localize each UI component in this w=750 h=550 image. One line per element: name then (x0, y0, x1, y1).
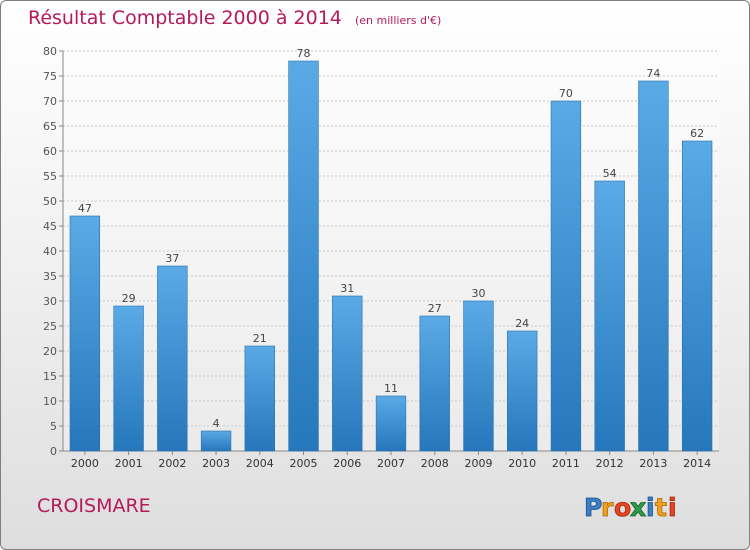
bar-value-label: 54 (603, 167, 617, 180)
bar-value-label: 21 (253, 332, 267, 345)
x-tick-label: 2009 (464, 457, 492, 470)
y-tick-label: 30 (43, 295, 57, 308)
y-tick-label: 0 (50, 445, 57, 458)
chart-title-text: Résultat Comptable 2000 à 2014 (28, 7, 342, 29)
bar-2002 (157, 265, 188, 452)
bar-2007 (375, 395, 407, 452)
x-tick-label: 2007 (377, 457, 405, 470)
bar-2006 (332, 295, 363, 452)
x-tick-label: 2000 (71, 457, 99, 470)
bar-value-label: 24 (515, 317, 529, 330)
y-tick-label: 55 (43, 170, 57, 183)
y-tick-label: 45 (43, 220, 57, 233)
svg-text:P: P (584, 493, 602, 522)
y-tick-label: 15 (43, 370, 57, 383)
bar-2013 (638, 80, 669, 452)
bar-2008 (419, 315, 450, 452)
y-tick-label: 65 (43, 120, 57, 133)
y-tick-label: 35 (43, 270, 57, 283)
bar-value-label: 37 (165, 252, 179, 265)
bar-2004 (244, 345, 275, 452)
bar-2003 (200, 430, 232, 452)
bar-value-label: 62 (690, 127, 704, 140)
x-tick-label: 2004 (246, 457, 274, 470)
bar-2001 (113, 305, 144, 452)
y-tick-label: 60 (43, 145, 57, 158)
y-tick-label: 75 (43, 70, 57, 83)
bar-value-label: 27 (428, 302, 442, 315)
svg-text:x: x (630, 493, 646, 522)
chart-subtitle: (en milliers d'€) (354, 14, 442, 27)
y-tick-label: 80 (43, 45, 57, 58)
svg-text:o: o (614, 493, 631, 522)
y-tick-label: 25 (43, 320, 57, 333)
y-tick-label: 70 (43, 95, 57, 108)
svg-text:i: i (668, 493, 677, 522)
x-tick-label: 2002 (158, 457, 186, 470)
x-tick-label: 2006 (333, 457, 361, 470)
y-tick-label: 40 (43, 245, 57, 258)
place-name: CROISMARE (37, 495, 151, 517)
x-tick-label: 2010 (508, 457, 536, 470)
bar-value-label: 29 (122, 292, 136, 305)
y-tick-label: 10 (43, 395, 57, 408)
bar-value-label: 74 (646, 67, 660, 80)
bar-value-label: 70 (559, 87, 573, 100)
x-tick-label: 2014 (683, 457, 711, 470)
bar-value-label: 47 (78, 202, 92, 215)
bar-2009 (463, 300, 494, 452)
bar-2012 (594, 180, 625, 452)
bar-2011 (550, 100, 582, 452)
bar-2014 (681, 140, 713, 452)
x-tick-label: 2003 (202, 457, 230, 470)
bar-value-label: 31 (340, 282, 354, 295)
bar-value-label: 11 (384, 382, 398, 395)
x-tick-label: 2013 (639, 457, 667, 470)
bar-value-label: 30 (471, 287, 485, 300)
chart-title: Résultat Comptable 2000 à 2014 (en milli… (28, 7, 441, 29)
x-tick-label: 2005 (290, 457, 318, 470)
bar-2010 (507, 330, 538, 452)
bar-value-label: 4 (213, 417, 220, 430)
y-tick-label: 20 (43, 345, 57, 358)
bar-value-label: 78 (297, 47, 311, 60)
bar-2000 (69, 215, 101, 452)
svg-text:t: t (655, 493, 667, 522)
bar-2005 (288, 60, 319, 452)
x-tick-label: 2011 (552, 457, 580, 470)
x-tick-label: 2012 (596, 457, 624, 470)
proxiti-logo: P r o x i t i (584, 493, 677, 523)
svg-text:r: r (601, 493, 614, 522)
x-tick-label: 2001 (115, 457, 143, 470)
svg-text:i: i (646, 493, 655, 522)
x-tick-label: 2008 (421, 457, 449, 470)
y-tick-label: 5 (50, 420, 57, 433)
y-tick-label: 50 (43, 195, 57, 208)
